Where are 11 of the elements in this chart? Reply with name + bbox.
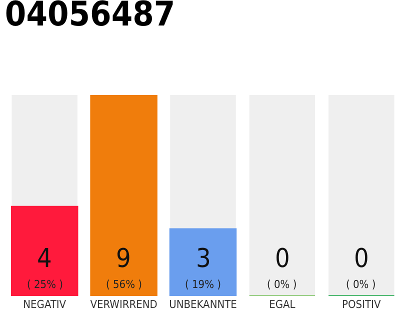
data-label: 3 ( 19% ) xyxy=(185,244,222,291)
x-tick-label: VERWIRREND xyxy=(90,298,158,311)
data-label: 0 ( 0% ) xyxy=(346,244,376,291)
chart-title: 04056487 xyxy=(4,0,176,34)
x-tick-label: EGAL xyxy=(269,298,296,311)
x-tick-label: POSITIV xyxy=(342,298,381,311)
x-tick-label: UNBEKANNTE xyxy=(169,298,237,311)
x-tick-label: NEGATIV xyxy=(23,298,66,311)
data-label: 0 ( 0% ) xyxy=(267,244,297,291)
data-label: 9 ( 56% ) xyxy=(106,244,142,291)
data-label: 4 ( 25% ) xyxy=(27,244,64,291)
